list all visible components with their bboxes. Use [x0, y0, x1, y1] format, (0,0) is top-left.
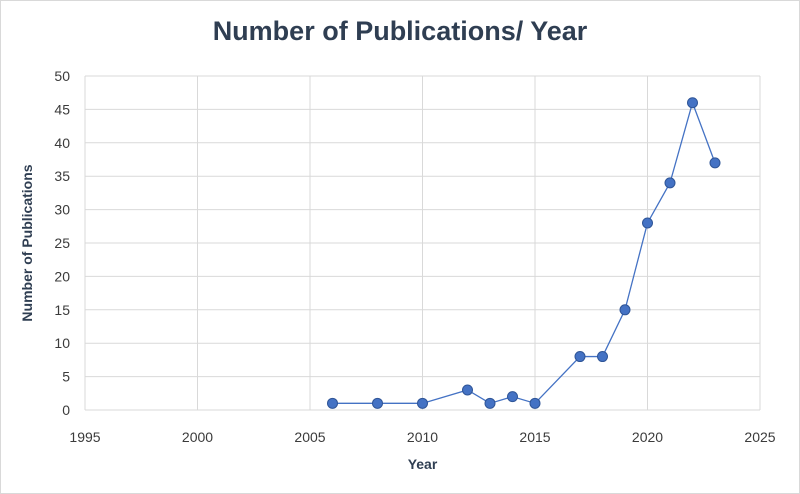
x-tick-label: 2010 — [407, 429, 438, 445]
chart-title: Number of Publications/ Year — [212, 16, 588, 46]
x-tick-label: 2005 — [294, 429, 325, 445]
data-point — [664, 177, 676, 189]
y-tick-label: 15 — [54, 302, 70, 318]
data-point — [574, 351, 586, 363]
data-point — [372, 397, 383, 409]
y-tick-label: 35 — [54, 168, 70, 184]
x-tick-label: 1995 — [69, 429, 100, 445]
y-tick-label: 10 — [54, 335, 70, 351]
data-point — [417, 397, 428, 409]
series-line — [332, 100, 716, 405]
y-tick-label: 50 — [54, 68, 70, 84]
data-point — [327, 397, 338, 409]
y-tick-label: 30 — [54, 202, 70, 218]
x-tick-label: 2025 — [744, 429, 775, 445]
y-tick-label: 45 — [54, 101, 70, 117]
data-point — [709, 157, 721, 169]
data-point — [619, 304, 631, 316]
data-point — [462, 384, 473, 396]
y-tick-label: 40 — [54, 135, 70, 151]
data-point — [642, 217, 653, 229]
x-axis-label: Year — [407, 456, 438, 472]
data-point — [484, 397, 496, 409]
data-point — [507, 391, 518, 403]
y-tick-label: 25 — [54, 235, 70, 251]
y-tick-label: 5 — [62, 369, 70, 385]
data-point — [687, 97, 698, 109]
y-tick-label: 0 — [62, 402, 70, 418]
data-point — [529, 397, 541, 409]
x-tick-label: 2000 — [182, 429, 213, 445]
data-point — [597, 351, 608, 363]
y-tick-label: 20 — [54, 268, 70, 284]
x-tick-label: 2020 — [632, 429, 663, 445]
x-tick-label: 2015 — [519, 429, 550, 445]
